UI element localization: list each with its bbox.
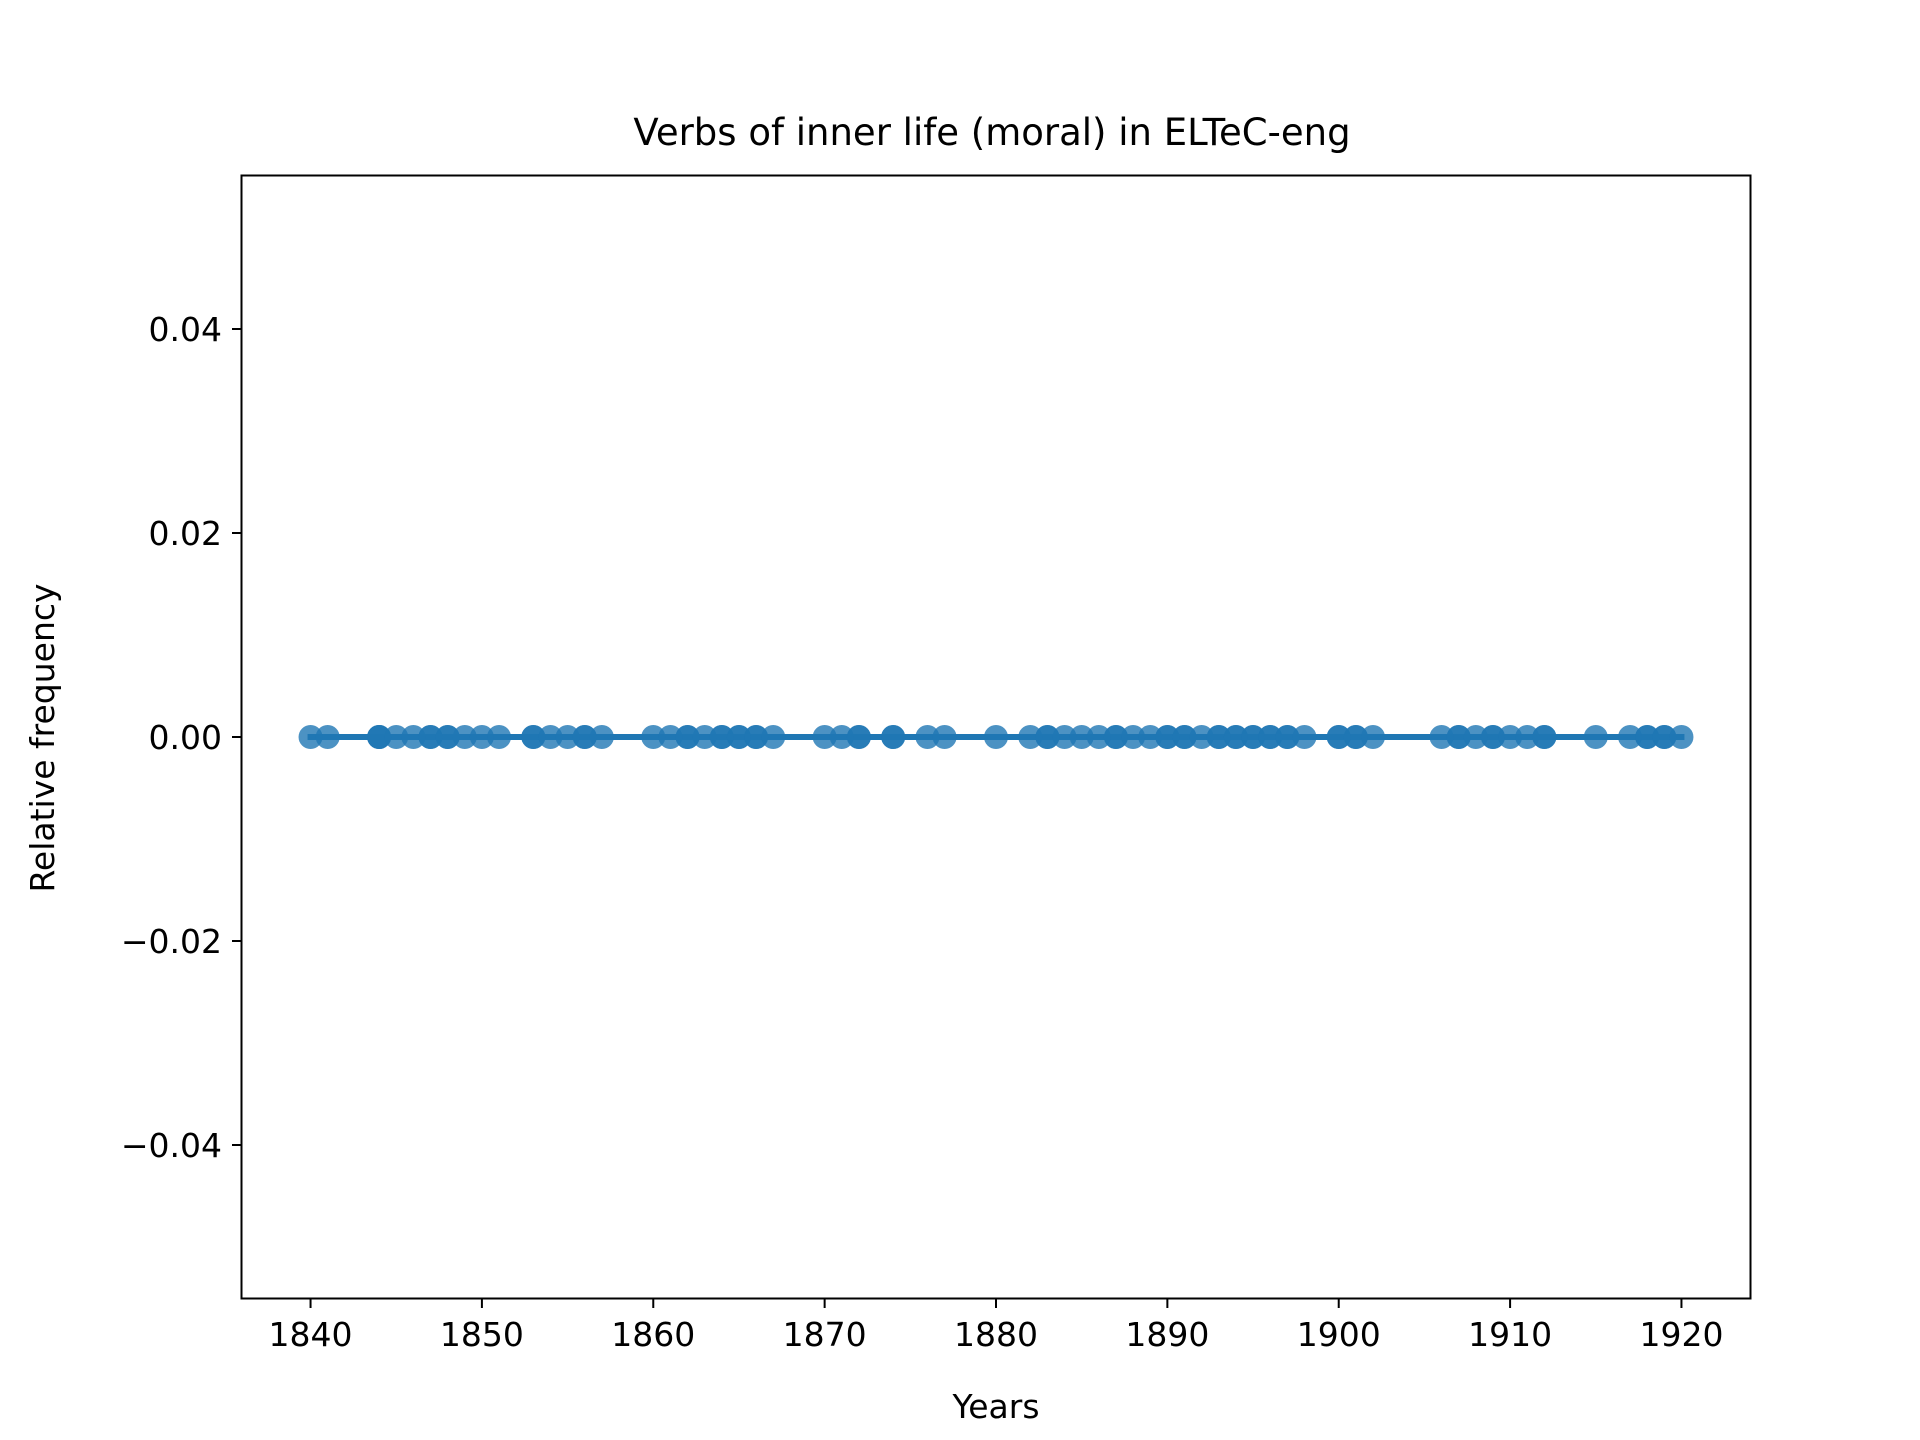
data-point	[1172, 725, 1197, 749]
x-tick-label: 1850	[440, 1315, 524, 1354]
data-point	[418, 725, 443, 749]
data-point	[709, 725, 734, 749]
data-point	[846, 725, 871, 749]
data-point	[1086, 725, 1111, 749]
data-point	[1361, 725, 1385, 749]
data-point	[367, 725, 392, 749]
y-axis-label: Relative frequency	[23, 583, 62, 892]
x-axis-label: Years	[951, 1387, 1039, 1426]
data-point	[1241, 725, 1266, 749]
x-tick-label: 1890	[1125, 1315, 1209, 1354]
chart-title: Verbs of inner life (moral) in ELTeC-eng	[633, 111, 1350, 154]
data-point	[435, 725, 460, 749]
plot-frame	[240, 174, 1752, 1300]
x-tick-label: 1880	[954, 1315, 1038, 1354]
data-point	[589, 725, 614, 749]
data-point	[1035, 725, 1060, 749]
y-tick-label: 0.00	[149, 718, 222, 757]
data-point	[1258, 725, 1283, 749]
x-tick-label: 1910	[1468, 1315, 1552, 1354]
y-tick-label: 0.02	[149, 514, 222, 553]
x-tick-label: 1900	[1297, 1315, 1381, 1354]
data-point	[932, 725, 957, 749]
data-point	[1069, 725, 1094, 749]
y-tick-label: −0.04	[121, 1126, 222, 1165]
x-tick-label: 1870	[783, 1315, 867, 1354]
data-point	[1583, 725, 1608, 749]
data-point	[1292, 725, 1317, 749]
data-point	[1446, 725, 1471, 749]
data-point	[1121, 725, 1146, 749]
data-point	[1669, 725, 1694, 749]
data-point	[1463, 725, 1488, 749]
data-point	[881, 725, 906, 749]
data-point	[1138, 725, 1163, 749]
data-point	[812, 725, 837, 749]
data-point	[984, 725, 1008, 749]
data-point	[452, 725, 477, 749]
data-series	[298, 725, 1694, 749]
data-point	[1103, 725, 1128, 749]
data-point	[1223, 725, 1248, 749]
data-point	[658, 725, 683, 749]
data-point	[1618, 725, 1643, 749]
data-point	[538, 725, 563, 749]
x-tick-label: 1920	[1639, 1315, 1723, 1354]
data-point	[1018, 725, 1043, 749]
data-point	[1532, 725, 1557, 749]
y-tick-label: 0.04	[149, 310, 222, 349]
data-point	[487, 725, 512, 749]
data-point	[744, 725, 769, 749]
y-axis: −0.04 −0.02 0.00 0.02 0.04	[121, 310, 242, 1165]
data-point	[521, 725, 546, 749]
data-point	[1343, 725, 1368, 749]
data-point	[1052, 725, 1077, 749]
data-point	[555, 725, 580, 749]
data-point	[1515, 725, 1540, 749]
data-point	[298, 725, 323, 749]
data-point	[1429, 725, 1454, 749]
data-point	[572, 725, 597, 749]
data-point	[1275, 725, 1300, 749]
data-point	[1326, 725, 1351, 749]
x-axis: 1840 1850 1860 1870 1880 1890 1900 1910 1920	[269, 1298, 1723, 1354]
x-tick-label: 1860	[611, 1315, 695, 1354]
data-point	[1498, 725, 1523, 749]
data-point	[1189, 725, 1214, 749]
data-point	[401, 725, 426, 749]
data-point	[641, 725, 666, 749]
data-point	[761, 725, 786, 749]
data-point	[692, 725, 717, 749]
data-point	[315, 725, 340, 749]
data-point	[1155, 725, 1180, 749]
data-point	[1206, 725, 1231, 749]
data-point	[384, 725, 409, 749]
data-point	[829, 725, 854, 749]
x-tick-label: 1840	[269, 1315, 353, 1354]
data-point	[1635, 725, 1660, 749]
data-point	[675, 725, 700, 749]
data-point	[469, 725, 494, 749]
data-point	[1480, 725, 1505, 749]
data-point	[726, 725, 751, 749]
data-point	[1652, 725, 1677, 749]
y-tick-label: −0.02	[121, 922, 222, 961]
data-point	[915, 725, 940, 749]
